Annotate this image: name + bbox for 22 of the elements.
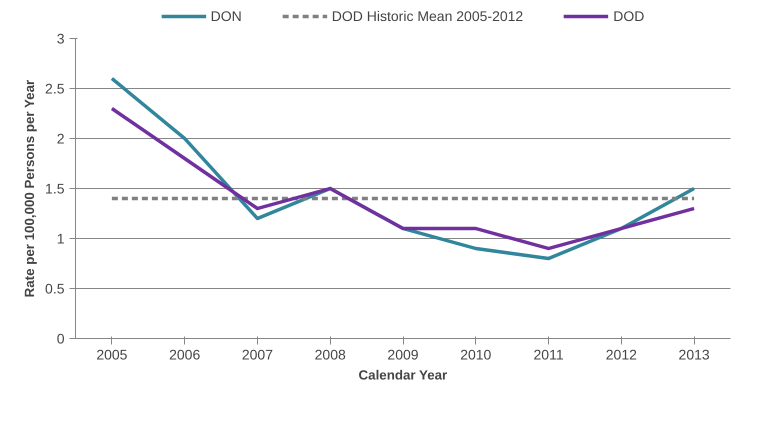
y-tick-label: 0.5: [45, 280, 65, 296]
x-tick-label: 2008: [314, 346, 346, 362]
y-axis-title: Rate per 100,000 Persons per Year: [22, 80, 38, 298]
x-tick-label: 2012: [606, 346, 638, 362]
line-series: [110, 106, 696, 250]
y-tick-label: 3: [56, 30, 65, 46]
y-tick-label: 2: [56, 130, 65, 146]
y-tick-label: 1.5: [45, 180, 65, 196]
y-tick-label: 0: [56, 330, 65, 346]
legend-label: DOD: [613, 8, 644, 24]
y-tick-label: 2.5: [45, 80, 65, 96]
x-tick-label: 2007: [242, 346, 274, 362]
legend-label: DOD Historic Mean 2005-2012: [332, 8, 524, 24]
x-tick-label: 2009: [387, 346, 419, 362]
x-tick-label: 2010: [460, 346, 492, 362]
x-axis-title: Calendar Year: [358, 368, 448, 382]
y-tick-label: 1: [56, 230, 65, 246]
x-tick-label: 2005: [96, 346, 128, 362]
x-tick-label: 2013: [678, 346, 710, 362]
x-tick-label: 2006: [169, 346, 200, 362]
x-tick-label: 2011: [534, 346, 564, 362]
legend-label: DON: [210, 8, 242, 24]
